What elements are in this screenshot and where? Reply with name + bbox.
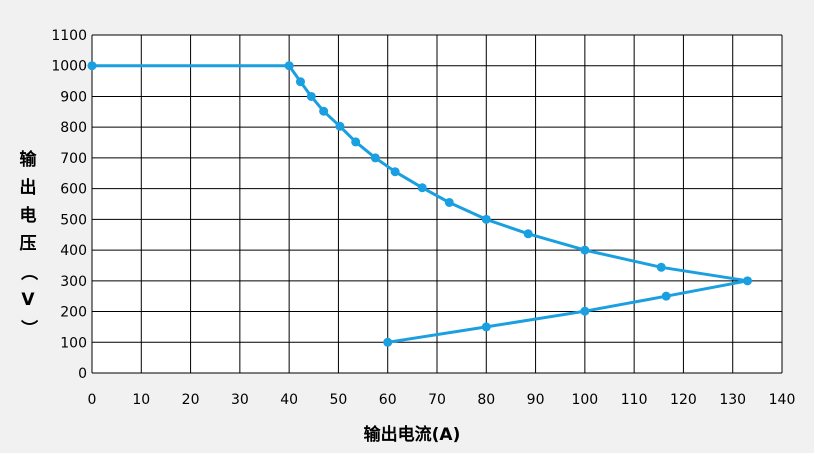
data-point: [656, 262, 666, 272]
y-tick-label: 1100: [51, 28, 87, 44]
y-axis-title-char: 出: [20, 177, 37, 198]
x-tick-label: 60: [379, 392, 397, 408]
data-point: [370, 153, 380, 163]
y-tick-label: 100: [60, 335, 87, 351]
data-point: [295, 77, 305, 87]
x-tick-labels: 0 10 20 30 40 50 60 70 80 90 100 110 120 130 140: [88, 392, 796, 408]
data-point: [481, 322, 491, 332]
y-tick-label: 700: [60, 151, 87, 167]
x-tick-label: 0: [88, 392, 97, 408]
data-point: [417, 183, 427, 193]
data-point: [87, 61, 97, 71]
x-tick-label: 40: [280, 392, 298, 408]
x-tick-label: 100: [571, 392, 598, 408]
x-tick-label: 110: [621, 392, 648, 408]
y-tick-label: 0: [78, 366, 87, 382]
data-point: [481, 214, 491, 224]
y-axis-title-char: （: [18, 264, 39, 281]
x-tick-label: 80: [477, 392, 495, 408]
x-tick-label: 30: [231, 392, 249, 408]
y-tick-label: 1000: [51, 59, 87, 75]
y-tick-label: 600: [60, 182, 87, 198]
y-axis-title-char: 电: [20, 205, 37, 226]
data-point: [390, 167, 400, 177]
data-point: [580, 306, 590, 316]
y-tick-label: 200: [60, 305, 87, 321]
y-axis-title-char: ）: [18, 320, 39, 337]
y-tick-label: 500: [60, 212, 87, 228]
data-point: [335, 121, 345, 131]
y-tick-label: 800: [60, 120, 87, 136]
grid: [91, 34, 783, 374]
x-tick-label: 140: [769, 392, 796, 408]
data-point: [743, 276, 752, 286]
y-axis-title-char: V: [21, 290, 35, 310]
data-point: [319, 106, 329, 116]
x-tick-label: 70: [428, 392, 446, 408]
data-point: [661, 291, 671, 301]
x-axis-title: 输出电流(A): [364, 424, 461, 445]
data-point: [351, 137, 361, 147]
data-point: [383, 337, 393, 347]
x-tick-label: 130: [719, 392, 746, 408]
y-tick-label: 900: [60, 89, 87, 105]
data-point: [523, 229, 533, 239]
y-tick-label: 300: [60, 274, 87, 290]
x-tick-label: 120: [670, 392, 697, 408]
data-point: [580, 245, 590, 255]
x-tick-label: 10: [132, 392, 150, 408]
data-point: [306, 91, 316, 101]
x-tick-label: 50: [330, 392, 348, 408]
data-point: [284, 61, 294, 71]
y-axis-title-char: 压: [20, 234, 37, 254]
x-tick-label: 90: [527, 392, 545, 408]
y-tick-label: 400: [60, 243, 87, 259]
x-tick-label: 20: [182, 392, 200, 408]
y-axis-title-char: 输: [20, 149, 38, 170]
series: [87, 61, 752, 347]
data-point: [444, 197, 454, 207]
y-tick-labels: 0 100 200 300 400 500 600 700 800 900 1000 1100: [51, 28, 87, 382]
